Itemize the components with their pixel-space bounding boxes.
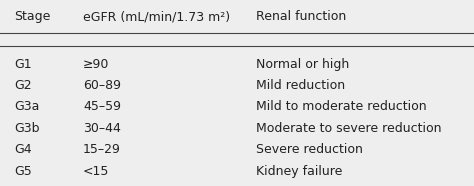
Text: G3b: G3b xyxy=(14,122,40,135)
Text: G3a: G3a xyxy=(14,100,40,113)
Text: 60–89: 60–89 xyxy=(83,79,121,92)
Text: 15–29: 15–29 xyxy=(83,143,121,156)
Text: eGFR (mL/min/1.73 m²): eGFR (mL/min/1.73 m²) xyxy=(83,10,230,23)
Text: Moderate to severe reduction: Moderate to severe reduction xyxy=(256,122,441,135)
Text: G4: G4 xyxy=(14,143,32,156)
Text: Normal or high: Normal or high xyxy=(256,58,349,71)
Text: Kidney failure: Kidney failure xyxy=(256,165,342,178)
Text: Renal function: Renal function xyxy=(256,10,346,23)
Text: Stage: Stage xyxy=(14,10,51,23)
Text: G5: G5 xyxy=(14,165,32,178)
Text: G1: G1 xyxy=(14,58,32,71)
Text: ≥90: ≥90 xyxy=(83,58,109,71)
Text: Mild reduction: Mild reduction xyxy=(256,79,345,92)
Text: 45–59: 45–59 xyxy=(83,100,121,113)
Text: <15: <15 xyxy=(83,165,109,178)
Text: G2: G2 xyxy=(14,79,32,92)
Text: 30–44: 30–44 xyxy=(83,122,121,135)
Text: Severe reduction: Severe reduction xyxy=(256,143,363,156)
Text: Mild to moderate reduction: Mild to moderate reduction xyxy=(256,100,427,113)
